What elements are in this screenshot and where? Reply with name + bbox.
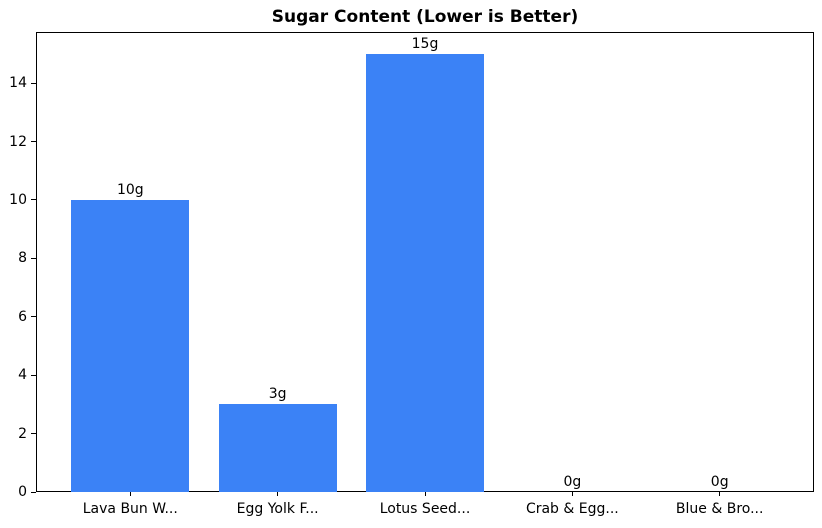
y-tick-label: 6 [18, 308, 27, 325]
y-tick-mark [31, 491, 36, 493]
y-tick-label: 0 [18, 484, 27, 500]
x-tick-label: Lava Bun W... [82, 501, 178, 517]
x-tick-mark [719, 492, 721, 496]
y-tick-mark [31, 257, 36, 259]
bar-value-label: 0g [563, 474, 582, 490]
y-tick-label: 4 [18, 367, 27, 384]
x-tick-mark [571, 492, 573, 496]
x-tick-label: Egg Yolk F... [236, 501, 319, 517]
chart-title: Sugar Content (Lower is Better) [271, 7, 579, 27]
y-tick-mark [31, 374, 36, 376]
y-tick-mark [31, 141, 36, 143]
x-tick-mark [129, 492, 131, 496]
x-tick-label: Crab & Egg... [525, 501, 619, 517]
bar-value-label: 3g [268, 386, 287, 403]
y-tick-label: 10 [9, 191, 27, 208]
bar [71, 199, 190, 492]
bar [366, 53, 484, 492]
bar [218, 404, 337, 492]
y-tick-label: 14 [9, 75, 27, 92]
bar-value-label: 0g [710, 474, 729, 490]
y-tick-label: 8 [18, 250, 27, 267]
x-tick-label: Blue & Bro... [675, 501, 764, 517]
bar-value-label: 10g [116, 181, 144, 198]
y-tick-mark [31, 433, 36, 435]
x-tick-mark [424, 492, 426, 496]
y-tick-mark [31, 316, 36, 318]
y-tick-mark [31, 199, 36, 201]
y-tick-mark [31, 82, 36, 84]
bar-value-label: 15g [411, 35, 439, 52]
y-tick-label: 12 [9, 133, 27, 150]
x-tick-mark [277, 492, 279, 496]
x-tick-label: Lotus Seed... [379, 501, 471, 517]
y-tick-label: 2 [18, 425, 27, 442]
